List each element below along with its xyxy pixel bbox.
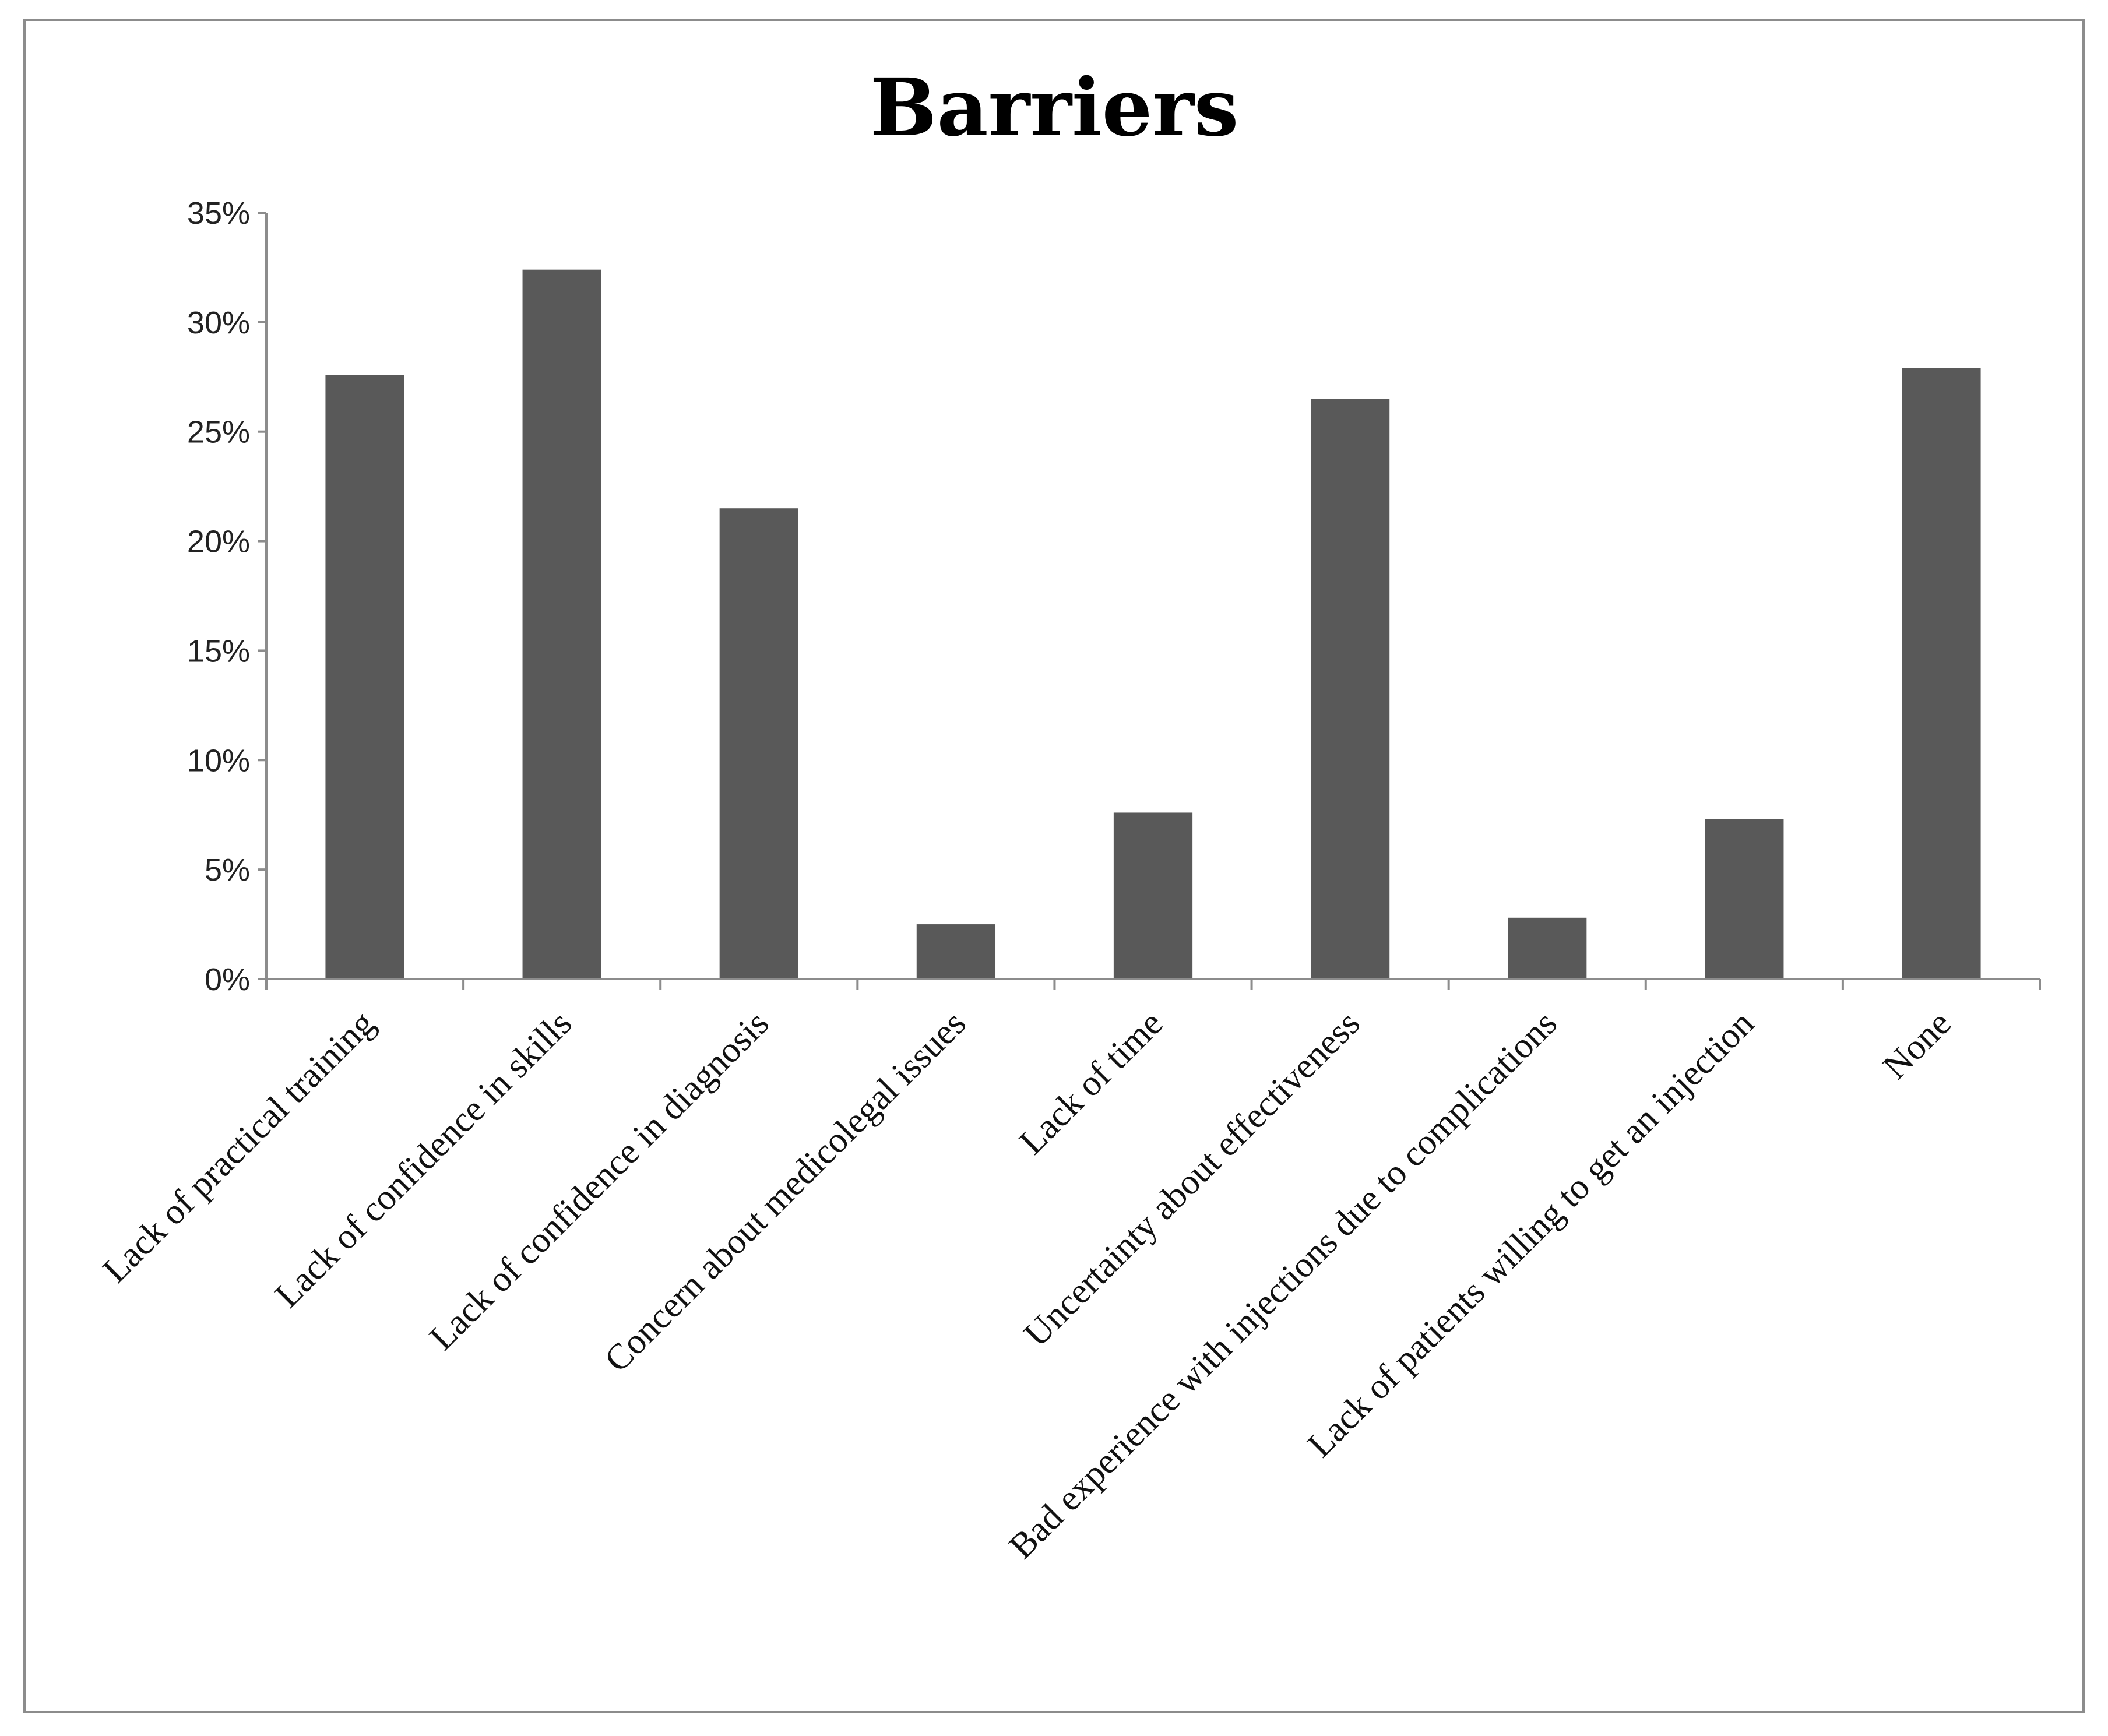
y-tick-label: 35% <box>187 196 250 231</box>
bar <box>1113 812 1193 979</box>
bar <box>1705 819 1784 979</box>
bar <box>1508 917 1587 979</box>
bar <box>325 375 404 979</box>
bar <box>916 924 996 979</box>
bar <box>1310 399 1390 979</box>
y-tick-label: 5% <box>205 853 250 888</box>
bar <box>1902 368 1981 980</box>
y-tick-label: 25% <box>187 415 250 450</box>
y-tick-label: 15% <box>187 633 250 668</box>
y-tick-label: 30% <box>187 305 250 340</box>
bar <box>522 269 601 980</box>
y-axis-ticks: 0% 5% 10% 15% 20% 25% 30% 35% <box>187 196 266 997</box>
x-axis-ticks <box>265 979 2041 990</box>
y-tick-label: 10% <box>187 743 250 778</box>
chart-title: Barriers <box>870 61 1239 154</box>
y-tick-label: 20% <box>187 524 250 559</box>
bars <box>325 269 1981 980</box>
y-tick-label: 0% <box>205 962 250 997</box>
bar <box>719 508 798 979</box>
